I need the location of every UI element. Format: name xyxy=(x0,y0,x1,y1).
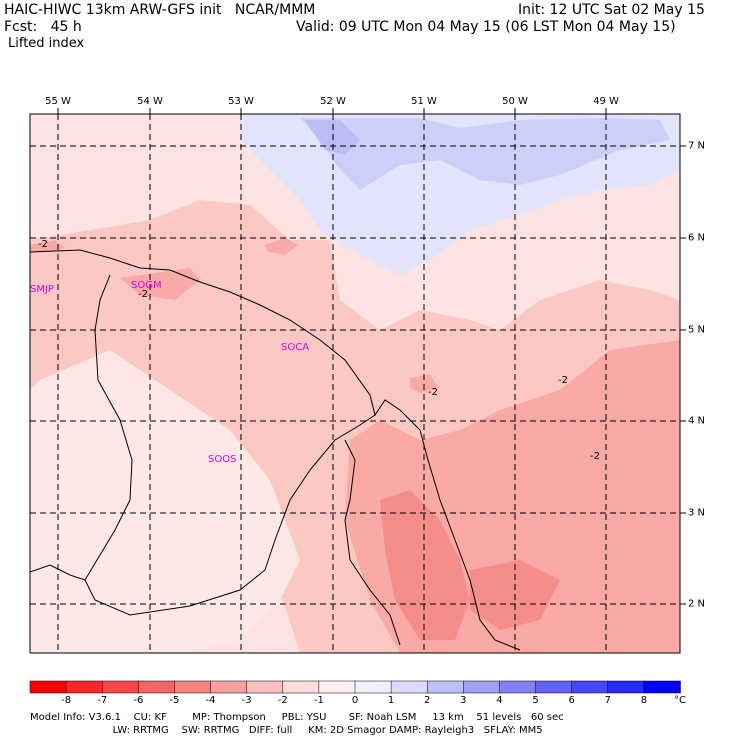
colorbar-tick-label: 3 xyxy=(460,695,467,706)
station-smjp: SMJP xyxy=(30,284,54,295)
colorbar-tick-label: 7 xyxy=(604,695,611,706)
lon-label: 49 W xyxy=(593,96,619,107)
colorbar-swatch xyxy=(174,680,212,694)
colorbar-tick-label: -4 xyxy=(205,695,216,706)
coastlines xyxy=(30,249,521,651)
colorbar-swatch xyxy=(535,680,573,694)
colorbar-tick-label: 1 xyxy=(387,695,395,706)
lon-label: 52 W xyxy=(320,96,346,107)
map-fill xyxy=(30,114,680,653)
model-info-line-1: Model Info: V3.6.1 CU: KF MP: Thompson P… xyxy=(30,712,564,723)
colorbar-swatch xyxy=(426,680,465,694)
colorbar-swatch xyxy=(282,680,320,694)
colorbar xyxy=(29,680,681,694)
contour-label: -2 xyxy=(590,451,600,462)
lat-label: 7 N xyxy=(688,140,706,152)
deeper-pink-fill xyxy=(380,490,470,640)
colorbar-swatch xyxy=(354,680,392,694)
colorbar-tick-label: -1 xyxy=(313,695,324,706)
contour-label: -2 xyxy=(38,239,48,250)
valid-time: Valid: 09 UTC Mon 04 May 15 (06 LST Mon … xyxy=(296,19,676,35)
lat-label: 5 N xyxy=(688,324,706,336)
model-info-line-2: LW: RRTMG SW: RRTMG DIFF: full KM: 2D Sm… xyxy=(30,725,543,736)
colorbar-tick-label: 6 xyxy=(568,695,575,706)
colorbar-tick-label: -2 xyxy=(277,695,288,706)
colorbar-swatch xyxy=(29,680,67,694)
colorbar-tick-label: 0 xyxy=(351,695,359,706)
colorbar-tick-label: 8 xyxy=(640,695,648,706)
colorbar-swatch xyxy=(463,680,501,694)
colorbar-tick-label: -5 xyxy=(169,695,180,706)
small-cell-fill-2 xyxy=(265,238,298,255)
colorbar-tick-label: 2 xyxy=(424,695,431,706)
small-cell-fill xyxy=(120,268,200,300)
colorbar-swatch xyxy=(65,680,103,694)
field-name: Lifted index xyxy=(8,36,85,51)
small-cell-fill-4 xyxy=(410,374,438,393)
lon-label: 53 W xyxy=(228,96,254,107)
colorbar-swatch xyxy=(246,680,284,694)
colorbar-swatch xyxy=(210,680,248,694)
station-soos: SOOS xyxy=(208,454,236,465)
colorbar-tick-label: -7 xyxy=(97,695,108,706)
colorbar-swatch xyxy=(607,680,645,694)
lon-label: 50 W xyxy=(502,96,528,107)
frame-ticks xyxy=(57,108,686,605)
colorbar-swatch xyxy=(390,680,428,694)
stable-region-inner xyxy=(300,118,670,190)
graticule xyxy=(30,114,680,653)
map-frame xyxy=(29,113,681,654)
colorbar-tick-label: 4 xyxy=(496,695,503,706)
contour-label: -2 xyxy=(428,387,438,398)
lon-label: 55 W xyxy=(45,96,71,107)
station-sogm: SOGM xyxy=(131,280,162,291)
colorbar-unit: °C xyxy=(674,695,686,706)
colorbar-tick-label: -8 xyxy=(61,695,72,706)
contour-label: -2 xyxy=(558,375,568,386)
colorbar-tick-label: -3 xyxy=(241,695,252,706)
colorbar-swatch xyxy=(101,680,140,694)
contour-label: -2 xyxy=(138,289,148,300)
lon-label: 51 W xyxy=(411,96,437,107)
lon-label: 54 W xyxy=(137,96,163,107)
pale-interior-fill xyxy=(30,350,300,653)
init-time: Init: 12 UTC Sat 02 May 15 xyxy=(518,2,705,18)
lat-label: 6 N xyxy=(688,232,706,244)
small-cell-fill-3 xyxy=(30,240,65,252)
model-title: HAIC-HIWC 13km ARW-GFS init NCAR/MMM xyxy=(4,2,316,18)
station-soca: SOCA xyxy=(281,342,309,353)
colorbar-swatch xyxy=(499,680,537,694)
colorbar-tick-label: -6 xyxy=(133,695,144,706)
colorbar-swatch xyxy=(138,680,176,694)
lat-label: 2 N xyxy=(688,598,706,610)
colorbar-tick-label: 5 xyxy=(532,695,539,706)
lat-label: 4 N xyxy=(688,415,706,427)
colorbar-swatch xyxy=(643,680,681,694)
forecast-hour: Fcst: 45 h xyxy=(4,19,82,35)
colorbar-swatch xyxy=(571,680,609,694)
colorbar-swatch xyxy=(318,680,356,694)
lat-label: 3 N xyxy=(688,507,706,519)
